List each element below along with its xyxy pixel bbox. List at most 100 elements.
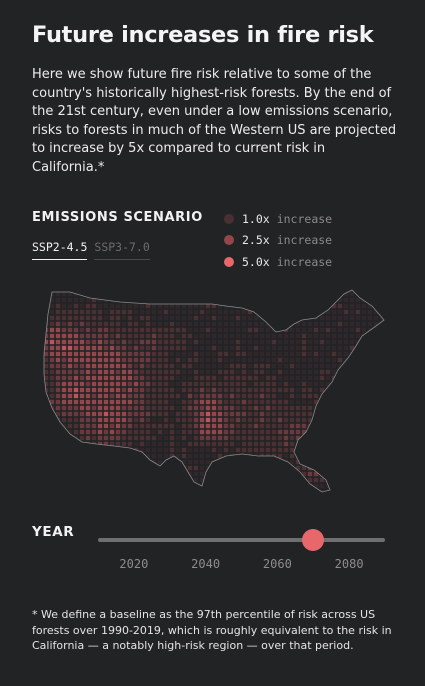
risk-dot: [187, 357, 193, 363]
risk-dot: [217, 351, 223, 357]
risk-dot: [331, 471, 337, 477]
risk-dot: [265, 405, 271, 411]
risk-dot: [229, 399, 235, 405]
risk-dot: [44, 435, 49, 441]
risk-dot: [211, 369, 217, 375]
risk-dot: [271, 399, 277, 405]
risk-dot: [247, 489, 253, 492]
risk-dot: [373, 387, 379, 393]
risk-dot: [91, 459, 97, 465]
risk-dot: [61, 303, 67, 309]
risk-dot: [253, 471, 259, 477]
risk-dot: [325, 309, 331, 315]
risk-dot: [32, 454, 36, 458]
risk-dot: [325, 429, 331, 435]
risk-dot: [229, 375, 235, 381]
risk-dot: [187, 405, 193, 411]
risk-dot: [127, 315, 133, 321]
risk-dot: [32, 316, 36, 320]
risk-dot: [259, 357, 265, 363]
risk-dot: [313, 297, 319, 303]
risk-dot: [85, 290, 91, 291]
risk-dot: [115, 381, 121, 387]
risk-dot: [361, 429, 367, 435]
risk-dot: [325, 351, 331, 357]
risk-dot: [157, 345, 163, 351]
risk-dot: [205, 327, 211, 333]
risk-dot: [289, 291, 295, 297]
risk-dot: [343, 387, 349, 393]
risk-dot: [271, 477, 277, 483]
risk-dot: [193, 453, 199, 459]
risk-dot: [271, 333, 277, 339]
risk-dot: [373, 339, 379, 345]
risk-dot: [289, 327, 295, 333]
year-slider-thumb[interactable]: [302, 529, 325, 551]
risk-dot: [283, 290, 289, 291]
risk-dot: [163, 375, 169, 381]
risk-dot: [325, 339, 331, 345]
risk-dot: [295, 363, 301, 369]
risk-dot: [313, 477, 319, 483]
risk-dot: [343, 399, 349, 405]
risk-dot: [259, 393, 265, 399]
tab-ssp3-7-0[interactable]: SSP3-7.0: [94, 240, 150, 260]
risk-dot: [283, 351, 289, 357]
risk-dot: [139, 477, 145, 483]
risk-dot: [301, 423, 307, 429]
risk-dot: [145, 363, 151, 369]
risk-dot: [44, 453, 49, 459]
risk-dot: [235, 441, 241, 447]
risk-dot: [319, 399, 325, 405]
risk-dot: [38, 352, 42, 356]
risk-dot: [121, 435, 127, 441]
risk-dot: [103, 429, 109, 435]
risk-dot: [337, 381, 343, 387]
risk-dot: [181, 417, 187, 423]
risk-dot: [175, 290, 181, 291]
risk-dot: [79, 339, 85, 345]
risk-dot: [199, 357, 205, 363]
risk-dot: [343, 405, 349, 411]
risk-dot: [127, 351, 133, 357]
risk-dot: [145, 471, 151, 477]
risk-dot: [157, 399, 163, 405]
risk-dot: [139, 351, 145, 357]
risk-dot: [319, 489, 325, 492]
year-slider-track[interactable]: [98, 538, 385, 542]
risk-dot: [133, 315, 139, 321]
risk-dot: [337, 291, 343, 297]
risk-dot: [313, 399, 319, 405]
risk-dot: [301, 303, 307, 309]
risk-dot: [145, 351, 151, 357]
risk-dot: [55, 339, 61, 345]
risk-dot: [44, 483, 49, 489]
risk-dot: [259, 375, 265, 381]
risk-dot: [247, 333, 253, 339]
risk-dot: [97, 303, 103, 309]
risk-dot: [349, 309, 355, 315]
risk-dot: [289, 387, 295, 393]
risk-dot: [289, 399, 295, 405]
risk-dot: [253, 345, 259, 351]
risk-dot: [169, 399, 175, 405]
risk-dot: [133, 399, 139, 405]
risk-dot: [199, 453, 205, 459]
risk-dot: [205, 441, 211, 447]
risk-dot: [145, 381, 151, 387]
risk-dot: [235, 417, 241, 423]
risk-dot: [193, 405, 199, 411]
risk-dot: [211, 435, 217, 441]
risk-dot: [349, 459, 355, 465]
risk-dot: [85, 465, 91, 471]
tab-ssp2-4-5[interactable]: SSP2-4.5: [32, 240, 88, 260]
risk-dot: [115, 345, 121, 351]
risk-dot: [355, 477, 361, 483]
risk-dot: [217, 339, 223, 345]
risk-dot: [115, 290, 121, 291]
risk-dot: [343, 447, 349, 453]
risk-dot: [337, 357, 343, 363]
risk-dot: [223, 447, 229, 453]
risk-dot: [133, 357, 139, 363]
risk-dot: [145, 321, 151, 327]
